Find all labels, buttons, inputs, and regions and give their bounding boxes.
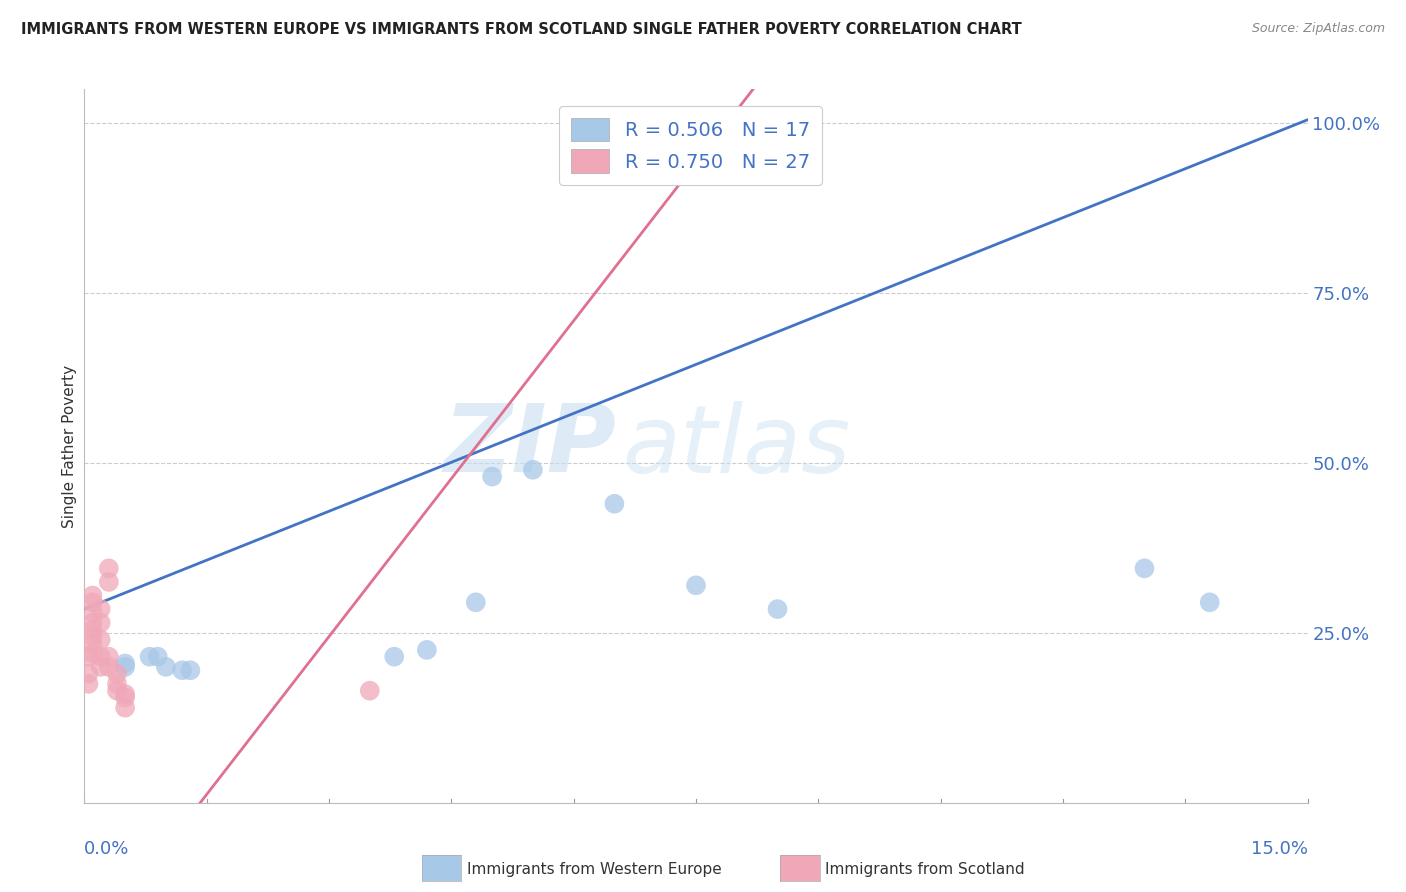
Text: Immigrants from Western Europe: Immigrants from Western Europe [467,863,721,877]
Point [382,649,405,664]
Point [172,663,194,677]
Point [105,683,128,698]
Point [82,636,104,650]
Point [464,595,486,609]
Point [105,677,128,691]
Point [82,595,104,609]
Point [82,646,104,660]
Point [82,629,104,643]
Point [522,463,544,477]
Point [179,663,201,677]
Point [82,606,104,620]
Point [77,666,100,681]
Point [114,700,136,714]
Point [90,660,112,674]
Point [155,660,177,674]
Point [114,687,136,701]
Point [114,660,136,674]
Point [90,632,112,647]
Text: 15.0%: 15.0% [1250,840,1308,858]
Point [1133,561,1156,575]
Point [90,602,112,616]
Point [77,677,100,691]
Point [481,469,503,483]
Legend: R = 0.506   N = 17, R = 0.750   N = 27: R = 0.506 N = 17, R = 0.750 N = 27 [560,106,823,185]
Text: IMMIGRANTS FROM WESTERN EUROPE VS IMMIGRANTS FROM SCOTLAND SINGLE FATHER POVERTY: IMMIGRANTS FROM WESTERN EUROPE VS IMMIGR… [21,22,1022,37]
Point [97,660,120,674]
Point [685,578,707,592]
Text: atlas: atlas [623,401,851,491]
Point [82,615,104,630]
Point [138,649,160,664]
Point [1198,595,1220,609]
Point [146,649,169,664]
Point [114,657,136,671]
Point [603,497,626,511]
Text: ZIP: ZIP [443,400,616,492]
Point [82,589,104,603]
Point [416,643,439,657]
Point [105,666,128,681]
Text: 0.0%: 0.0% [84,840,129,858]
Point [766,602,789,616]
Point [359,683,381,698]
Point [114,690,136,705]
Y-axis label: Single Father Poverty: Single Father Poverty [62,365,77,527]
Point [90,615,112,630]
Point [82,623,104,637]
Point [90,649,112,664]
Text: Immigrants from Scotland: Immigrants from Scotland [825,863,1025,877]
Point [97,561,120,575]
Point [97,649,120,664]
Point [97,574,120,589]
Point [77,649,100,664]
Text: Source: ZipAtlas.com: Source: ZipAtlas.com [1251,22,1385,36]
